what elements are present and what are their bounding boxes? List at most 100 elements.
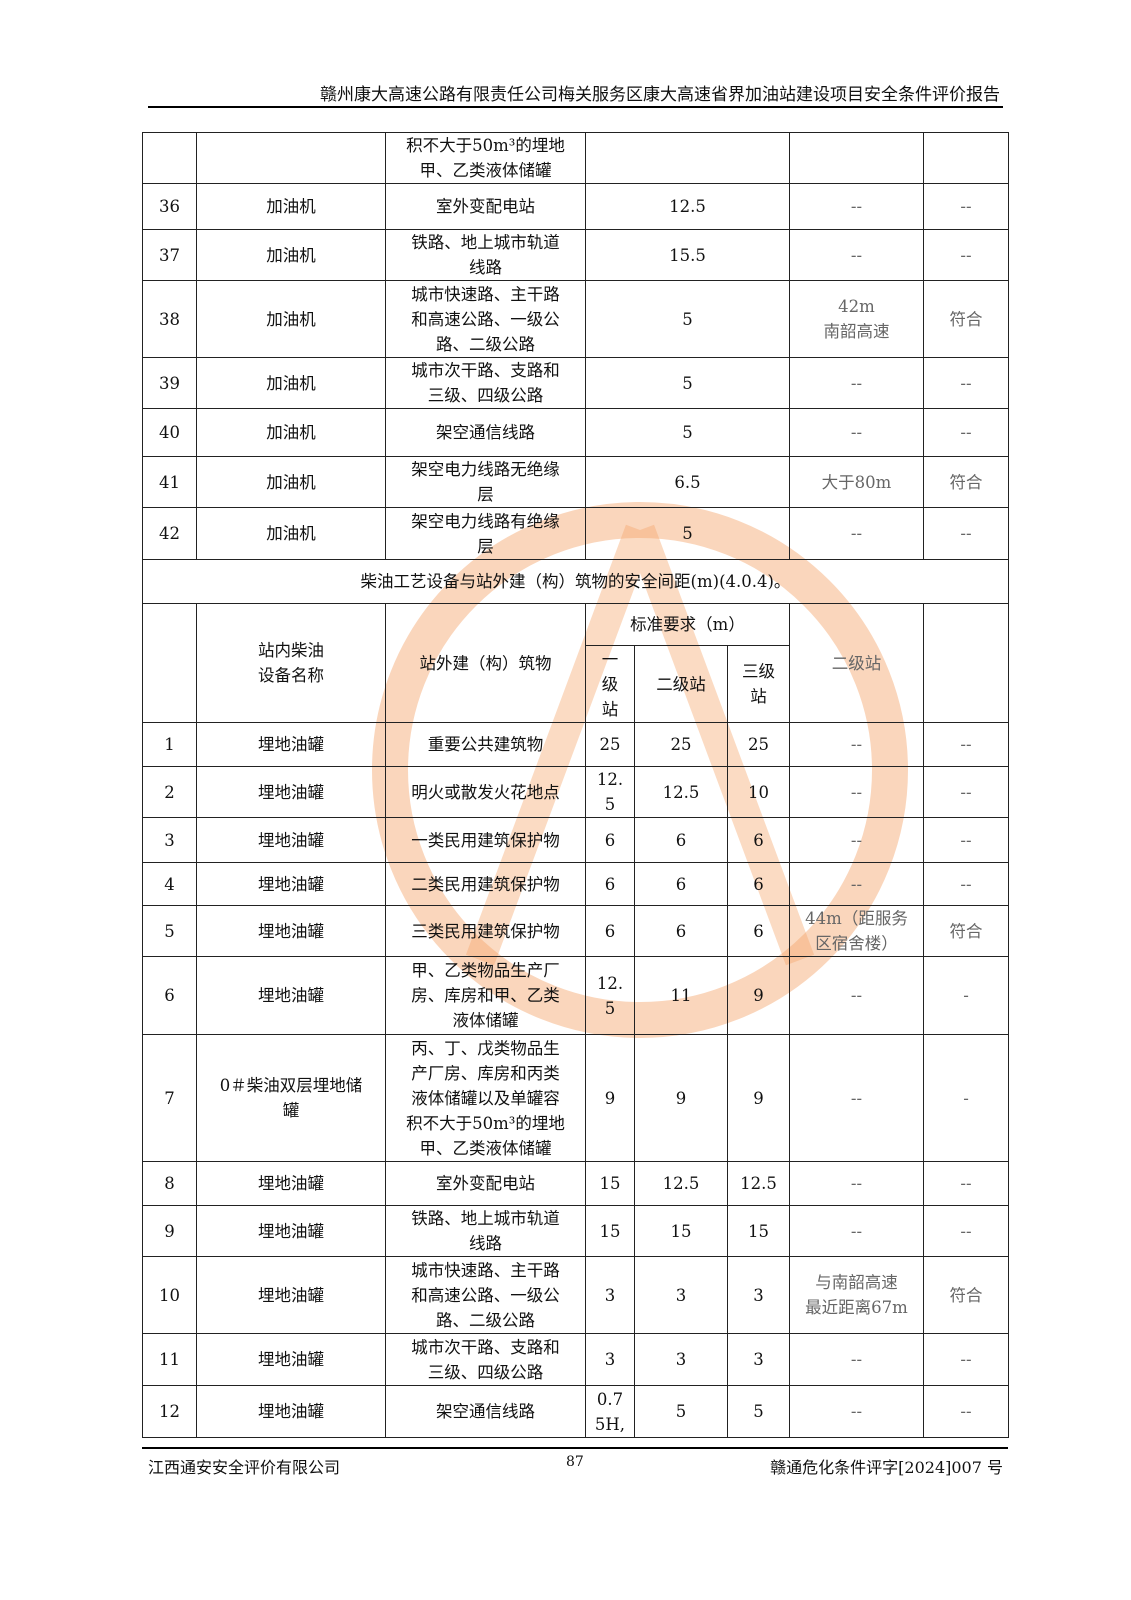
actual-distance: --	[789, 1333, 924, 1386]
level3-distance: 15	[727, 1205, 790, 1257]
actual-distance: --	[789, 229, 924, 281]
footer-divider	[142, 1447, 1008, 1449]
row-number: 11	[142, 1333, 197, 1386]
actual-distance: 大于80m	[789, 456, 924, 508]
equipment-name: 加油机	[196, 280, 386, 358]
table-row: 12 埋地油罐 架空通信线路 0.7 5H, 5 5 -- --	[142, 1385, 1009, 1438]
level1-distance: 6	[585, 905, 635, 957]
level2-distance: 11	[634, 956, 728, 1035]
level2-distance: 12.5	[634, 766, 728, 818]
level3-distance: 9	[727, 1034, 790, 1162]
external-building: 城市快速路、主干路 和高速公路、一级公 路、二级公路	[385, 280, 586, 358]
table-row: 7 0＃柴油双层埋地储 罐丙、丁、戊类物品生 产厂房、库房和丙类 液体储罐以及单罐…	[142, 1034, 1009, 1162]
footer-company: 江西通安安全评价有限公司	[148, 1458, 341, 1477]
external-building: 三类民用建筑保护物	[385, 905, 586, 957]
standard-distance: 5	[585, 408, 790, 457]
header-divider	[148, 106, 1003, 108]
table-row: 9 埋地油罐 铁路、地上城市轨道 线路 15 15 15 -- --	[142, 1205, 1009, 1257]
level3-distance: 6	[727, 905, 790, 957]
table-row: 2 埋地油罐 明火或散发火花地点 12. 5 12.5 10 -- --	[142, 766, 1009, 818]
equipment-name: 加油机	[196, 357, 386, 409]
level2-distance: 9	[634, 1034, 728, 1162]
row-number: 10	[142, 1256, 197, 1334]
level2-distance: 3	[634, 1256, 728, 1334]
conclusion: --	[923, 408, 1009, 457]
conclusion: --	[923, 357, 1009, 409]
equipment-name: 埋地油罐	[196, 1333, 386, 1386]
header-actual: 二级站	[789, 603, 924, 723]
level3-distance: 10	[727, 766, 790, 818]
table-row: 10 埋地油罐 城市快速路、主干路 和高速公路、一级公 路、二级公路 3 3 3 与南韶高速…	[142, 1256, 1009, 1334]
level1-distance: 9	[585, 1034, 635, 1162]
level3-distance: 12.5	[727, 1161, 790, 1206]
conclusion: --	[923, 183, 1009, 230]
level3-distance: 6	[727, 817, 790, 863]
actual-distance: --	[789, 1205, 924, 1257]
table-row: 1 埋地油罐 重要公共建筑物 25 25 25 -- --	[142, 722, 1009, 767]
header-building: 站外建（构）筑物	[385, 603, 586, 723]
equipment-name: 埋地油罐	[196, 766, 386, 818]
section-title-row: 柴油工艺设备与站外建（构）筑物的安全间距(m)(4.0.4)。	[142, 559, 1009, 604]
conclusion: 符合	[923, 456, 1009, 508]
external-building: 架空电力线路无绝缘 层	[385, 456, 586, 508]
level1-distance: 3	[585, 1333, 635, 1386]
actual-distance: 44m（距服务 区宿舍楼）	[789, 905, 924, 957]
conclusion: 符合	[923, 1256, 1009, 1334]
row-number: 37	[142, 229, 197, 281]
actual-distance: --	[789, 766, 924, 818]
section-title: 柴油工艺设备与站外建（构）筑物的安全间距(m)(4.0.4)。	[142, 559, 1009, 604]
external-building: 积不大于50m³的埋地 甲、乙类液体储罐	[385, 132, 586, 184]
equipment-name: 加油机	[196, 229, 386, 281]
conclusion: --	[923, 722, 1009, 767]
standard-distance: 5	[585, 280, 790, 358]
row-number: 9	[142, 1205, 197, 1257]
conclusion: --	[923, 1161, 1009, 1206]
actual-distance: --	[789, 507, 924, 560]
external-building: 架空电力线路有绝缘 层	[385, 507, 586, 560]
equipment-name: 埋地油罐	[196, 905, 386, 957]
equipment-name: 加油机	[196, 183, 386, 230]
table-row: 8 埋地油罐 室外变配电站 15 12.5 12.5 -- --	[142, 1161, 1009, 1206]
actual-distance: --	[789, 183, 924, 230]
safety-distance-table: 积不大于50m³的埋地 甲、乙类液体储罐 36 加油机 室外变配电站 12.5 -- -- 3…	[142, 132, 1009, 1438]
equipment-name: 埋地油罐	[196, 1256, 386, 1334]
row-number: 40	[142, 408, 197, 457]
external-building: 架空通信线路	[385, 408, 586, 457]
row-number: 36	[142, 183, 197, 230]
actual-distance	[789, 132, 924, 184]
conclusion: -	[923, 956, 1009, 1035]
external-building: 二类民用建筑保护物	[385, 862, 586, 906]
actual-distance: --	[789, 1034, 924, 1162]
external-building: 铁路、地上城市轨道 线路	[385, 1205, 586, 1257]
equipment-name: 加油机	[196, 408, 386, 457]
row-number: 41	[142, 456, 197, 508]
actual-distance: --	[789, 1385, 924, 1438]
conclusion: -	[923, 1034, 1009, 1162]
level3-distance: 9	[727, 956, 790, 1035]
row-number: 5	[142, 905, 197, 957]
row-number: 6	[142, 956, 197, 1035]
level1-distance: 25	[585, 722, 635, 767]
external-building: 丙、丁、戊类物品生 产厂房、库房和丙类 液体储罐以及单罐容 积不大于50m³的埋…	[385, 1034, 586, 1162]
conclusion	[923, 132, 1009, 184]
level3-distance: 25	[727, 722, 790, 767]
table-row: 36 加油机 室外变配电站 12.5 -- --	[142, 183, 1009, 230]
standard-distance: 12.5	[585, 183, 790, 230]
equipment-name	[196, 132, 386, 184]
table-row: 38 加油机 城市快速路、主干路 和高速公路、一级公 路、二级公路 5 42m 南韶高速…	[142, 280, 1009, 358]
level1-distance: 15	[585, 1161, 635, 1206]
equipment-name: 加油机	[196, 456, 386, 508]
external-building: 明火或散发火花地点	[385, 766, 586, 818]
standard-distance	[585, 132, 790, 184]
level1-distance: 15	[585, 1205, 635, 1257]
level3-distance: 3	[727, 1256, 790, 1334]
level3-distance: 6	[727, 862, 790, 906]
equipment-name: 埋地油罐	[196, 722, 386, 767]
table-row: 39 加油机 城市次干路、支路和 三级、四级公路 5 -- --	[142, 357, 1009, 409]
equipment-name: 埋地油罐	[196, 1385, 386, 1438]
standard-distance: 6.5	[585, 456, 790, 508]
conclusion: --	[923, 507, 1009, 560]
table-row: 积不大于50m³的埋地 甲、乙类液体储罐	[142, 132, 1009, 184]
level2-distance: 12.5	[634, 1161, 728, 1206]
conclusion: 符合	[923, 280, 1009, 358]
